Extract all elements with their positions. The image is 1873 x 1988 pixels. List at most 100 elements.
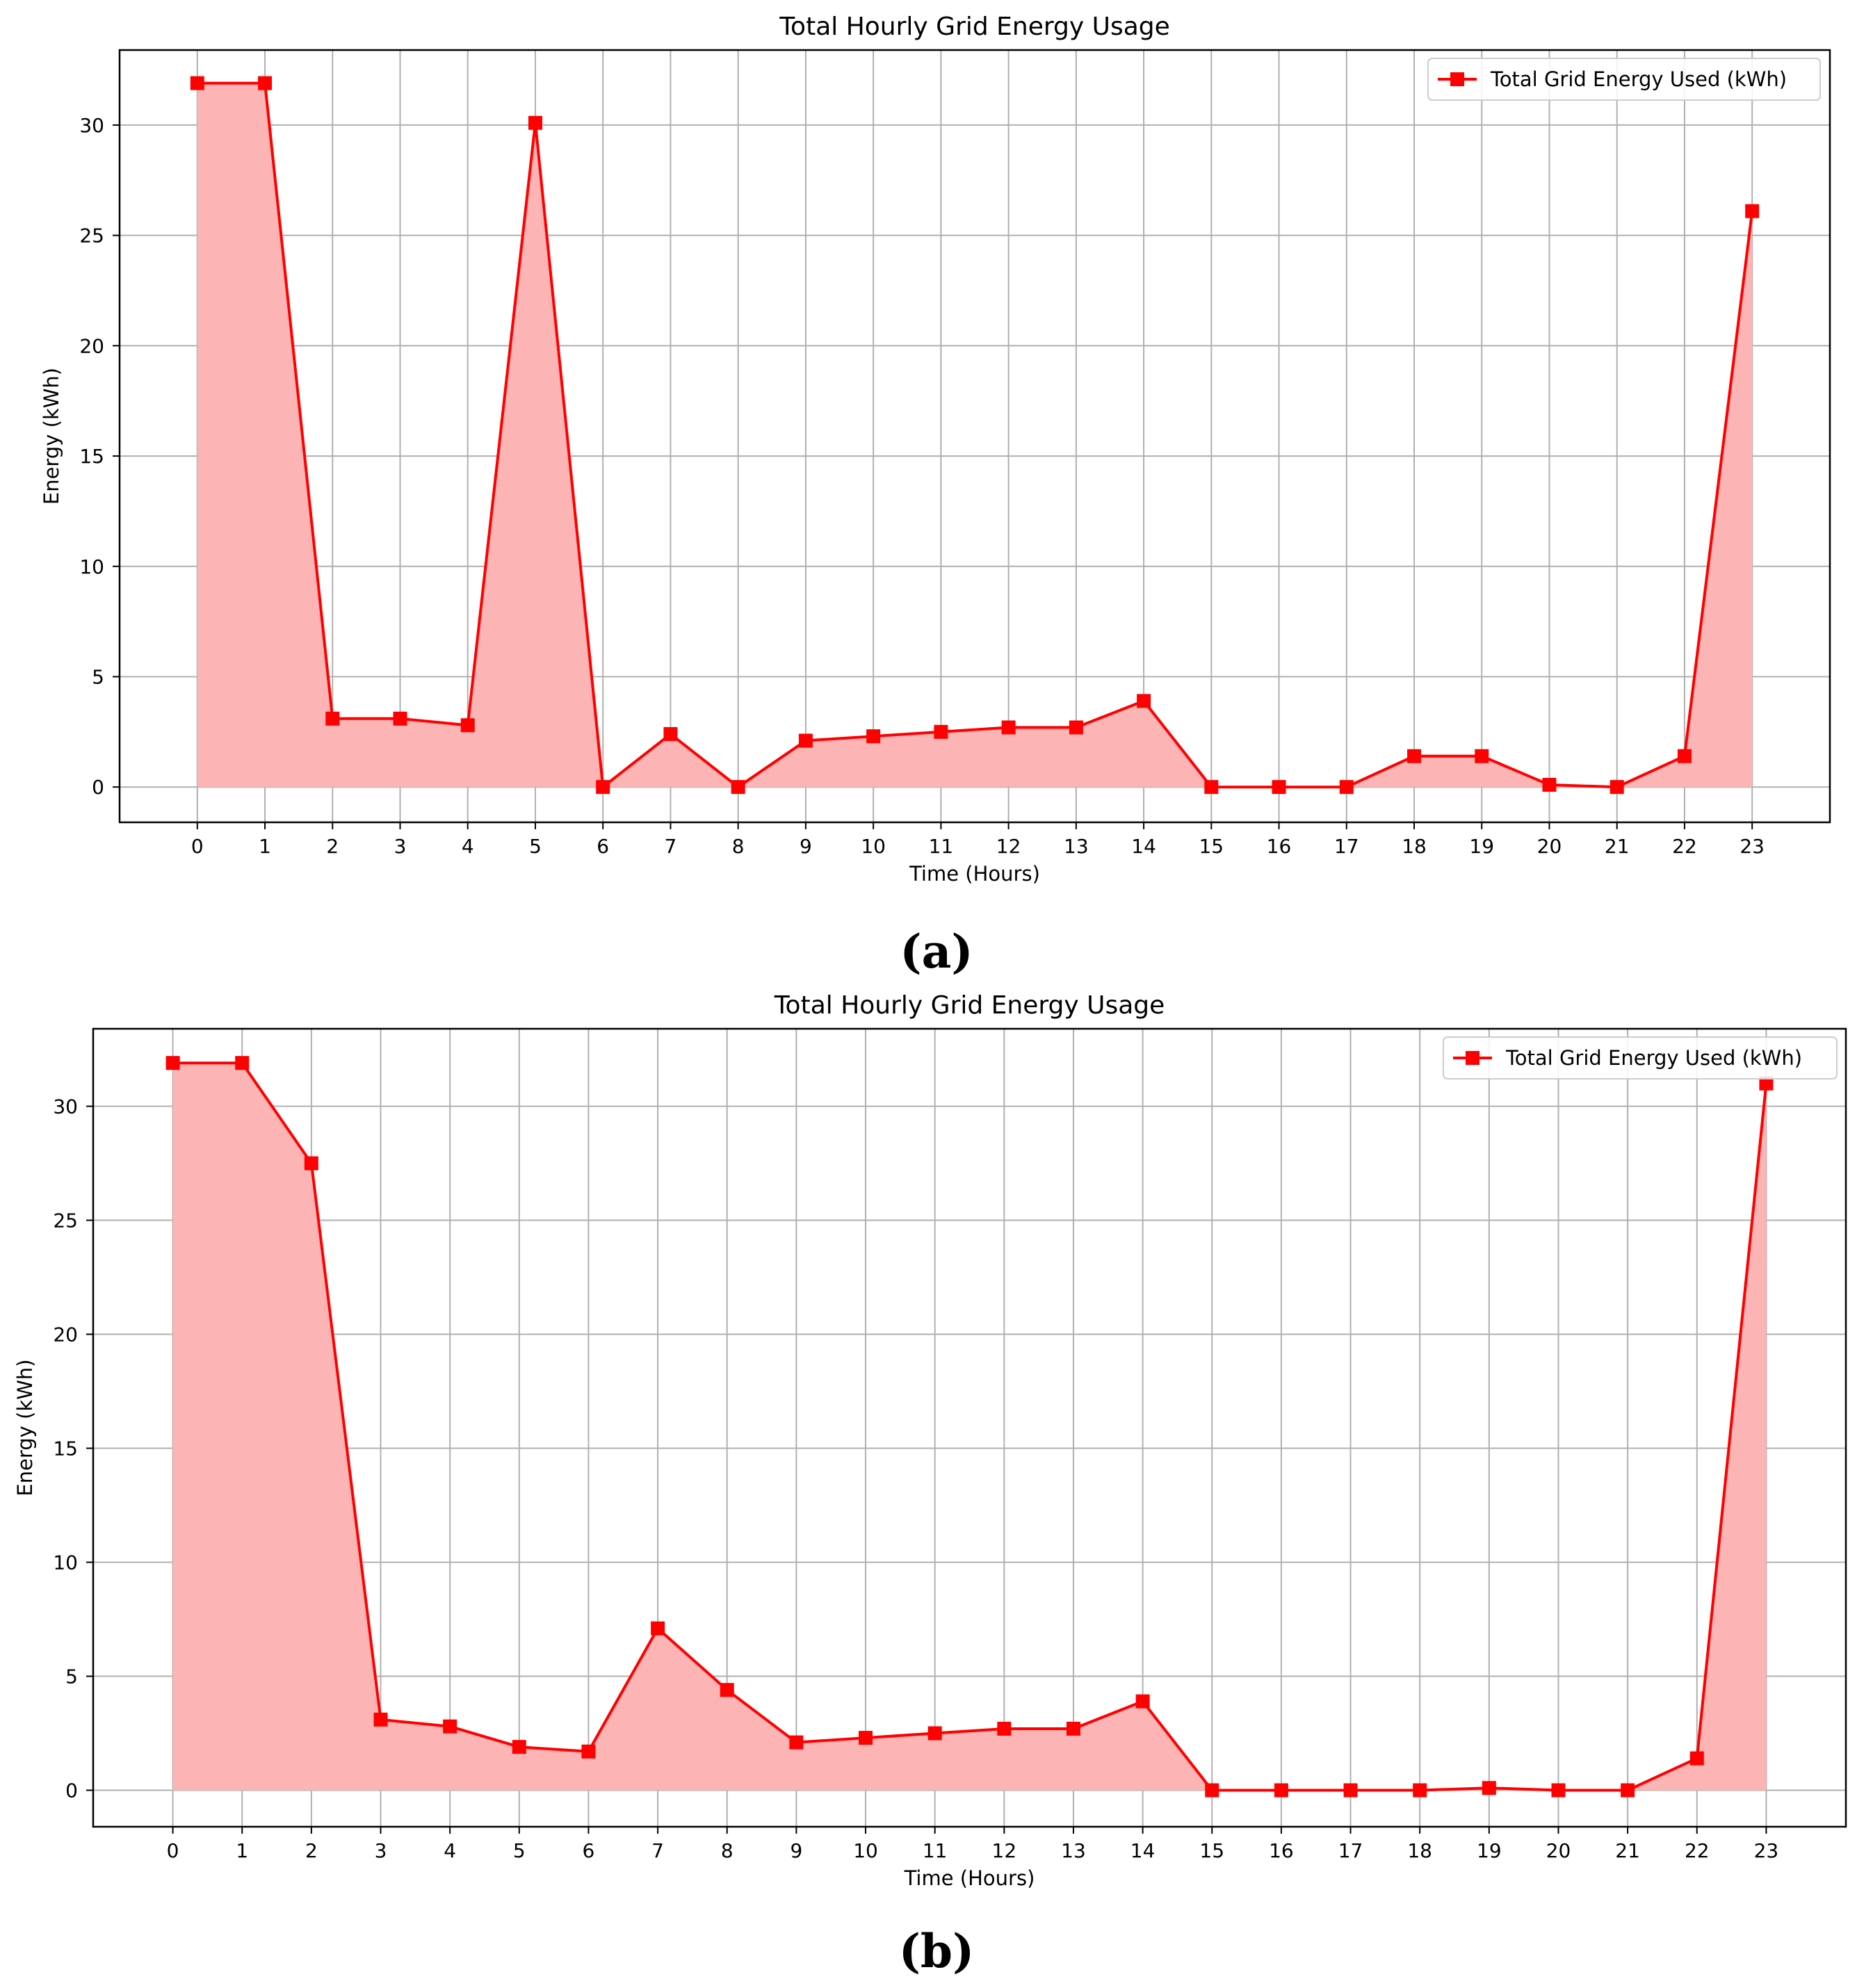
data-point-marker — [1204, 780, 1219, 795]
x-tick-label: 11 — [923, 1839, 948, 1862]
x-axis-label: Time (Hours) — [909, 862, 1040, 886]
data-point-marker — [512, 1740, 526, 1754]
x-axis-label: Time (Hours) — [904, 1866, 1035, 1890]
y-tick-label: 15 — [79, 445, 104, 468]
data-point-marker — [997, 1721, 1012, 1736]
data-point-marker — [325, 711, 340, 726]
x-tick-label: 16 — [1269, 1839, 1294, 1862]
data-point-marker — [720, 1683, 734, 1697]
legend: Total Grid Energy Used (kWh) — [1443, 1036, 1838, 1079]
x-tick-label: 11 — [929, 835, 954, 858]
x-tick-label: 5 — [529, 835, 542, 858]
data-point-marker — [443, 1719, 457, 1734]
chart-title: Total Hourly Grid Energy Usage — [774, 991, 1165, 1020]
y-tick-label: 5 — [65, 1665, 78, 1688]
data-point-marker — [1542, 778, 1557, 792]
x-tick-label: 13 — [1061, 1839, 1086, 1862]
x-tick-label: 5 — [513, 1839, 526, 1862]
data-point-marker — [1001, 720, 1016, 735]
data-point-marker — [1759, 1076, 1774, 1091]
y-tick-label: 20 — [79, 334, 104, 357]
x-tick-label: 20 — [1537, 835, 1562, 858]
data-point-marker — [1135, 1694, 1150, 1709]
x-tick-label: 12 — [992, 1839, 1017, 1862]
y-tick-label: 0 — [92, 776, 104, 799]
x-tick-label: 18 — [1407, 1839, 1432, 1862]
x-tick-label: 22 — [1672, 835, 1697, 858]
data-point-marker — [1272, 780, 1286, 795]
data-point-marker — [1689, 1751, 1704, 1766]
legend-label: Total Grid Energy Used (kWh) — [1505, 1046, 1802, 1070]
y-axis-label: Energy (kWh) — [13, 1359, 37, 1496]
data-point-marker — [165, 1056, 180, 1070]
x-tick-label: 9 — [800, 835, 812, 858]
data-point-marker — [528, 115, 542, 130]
y-axis-label: Energy (kWh) — [40, 368, 63, 505]
legend-label: Total Grid Energy Used (kWh) — [1490, 67, 1787, 91]
x-tick-label: 3 — [375, 1839, 387, 1862]
data-point-marker — [393, 711, 407, 726]
data-point-marker — [190, 76, 204, 90]
data-point-marker — [1621, 1783, 1635, 1798]
x-tick-label: 7 — [651, 1839, 664, 1862]
x-tick-label: 2 — [326, 835, 339, 858]
x-tick-label: 15 — [1199, 835, 1224, 858]
data-point-marker — [1413, 1783, 1427, 1798]
x-tick-label: 21 — [1615, 1839, 1640, 1862]
data-point-marker — [581, 1744, 596, 1759]
x-tick-label: 4 — [462, 835, 474, 858]
data-point-marker — [934, 724, 948, 739]
data-point-marker — [859, 1731, 873, 1745]
x-tick-label: 10 — [853, 1839, 878, 1862]
x-tick-label: 18 — [1402, 835, 1427, 858]
x-tick-label: 8 — [721, 1839, 733, 1862]
series-line — [197, 81, 1754, 789]
data-point-marker — [789, 1735, 804, 1750]
chart-title: Total Hourly Grid Energy Usage — [779, 13, 1170, 41]
y-tick-label: 25 — [79, 225, 104, 247]
x-tick-label: 22 — [1685, 1839, 1710, 1862]
x-tick-label: 23 — [1754, 1839, 1779, 1862]
data-point-marker — [663, 727, 678, 742]
y-tick-label: 25 — [53, 1209, 78, 1232]
x-tick-label: 7 — [665, 835, 677, 858]
data-point-marker — [1551, 1783, 1566, 1798]
data-point-marker — [1339, 780, 1354, 795]
panel-label: (a) — [900, 924, 973, 979]
chart-panel-a: Total Hourly Grid Energy Usage 0 1 2 3 4 5 6 7 8 9… — [40, 13, 1831, 886]
x-tick-label: 20 — [1546, 1839, 1571, 1862]
data-point-marker — [798, 733, 813, 748]
x-tick-label: 19 — [1469, 835, 1494, 858]
series-area-fill — [172, 1063, 1767, 1791]
data-point-marker — [927, 1726, 942, 1741]
panel-label: (b) — [899, 1924, 975, 1978]
data-point-marker — [866, 729, 881, 744]
x-tick-label: 19 — [1477, 1839, 1502, 1862]
y-tick-label: 10 — [53, 1551, 78, 1574]
x-tick-label: 6 — [597, 835, 609, 858]
x-tick-label: 3 — [394, 835, 407, 858]
x-tick-label: 8 — [732, 835, 745, 858]
x-tick-label: 1 — [236, 1839, 248, 1862]
legend-marker-swatch — [1466, 1051, 1479, 1065]
y-tick-label: 0 — [65, 1779, 78, 1802]
data-point-marker — [1610, 780, 1624, 795]
x-tick-label: 17 — [1338, 1839, 1363, 1862]
x-tick-label: 14 — [1131, 835, 1156, 858]
y-tick-label: 30 — [53, 1095, 78, 1118]
data-point-marker — [1407, 749, 1422, 763]
data-point-marker — [1274, 1783, 1288, 1798]
data-point-marker — [651, 1621, 665, 1636]
x-tick-label: 12 — [996, 835, 1021, 858]
data-point-marker — [1343, 1783, 1358, 1798]
x-tick-label: 13 — [1064, 835, 1089, 858]
data-point-marker — [235, 1056, 250, 1070]
data-point-marker — [373, 1712, 388, 1727]
data-point-marker — [304, 1156, 318, 1171]
y-tick-label: 10 — [79, 555, 104, 578]
x-tick-label: 0 — [191, 835, 204, 858]
y-tick-label: 30 — [79, 114, 104, 137]
y-tick-label: 20 — [53, 1323, 78, 1346]
